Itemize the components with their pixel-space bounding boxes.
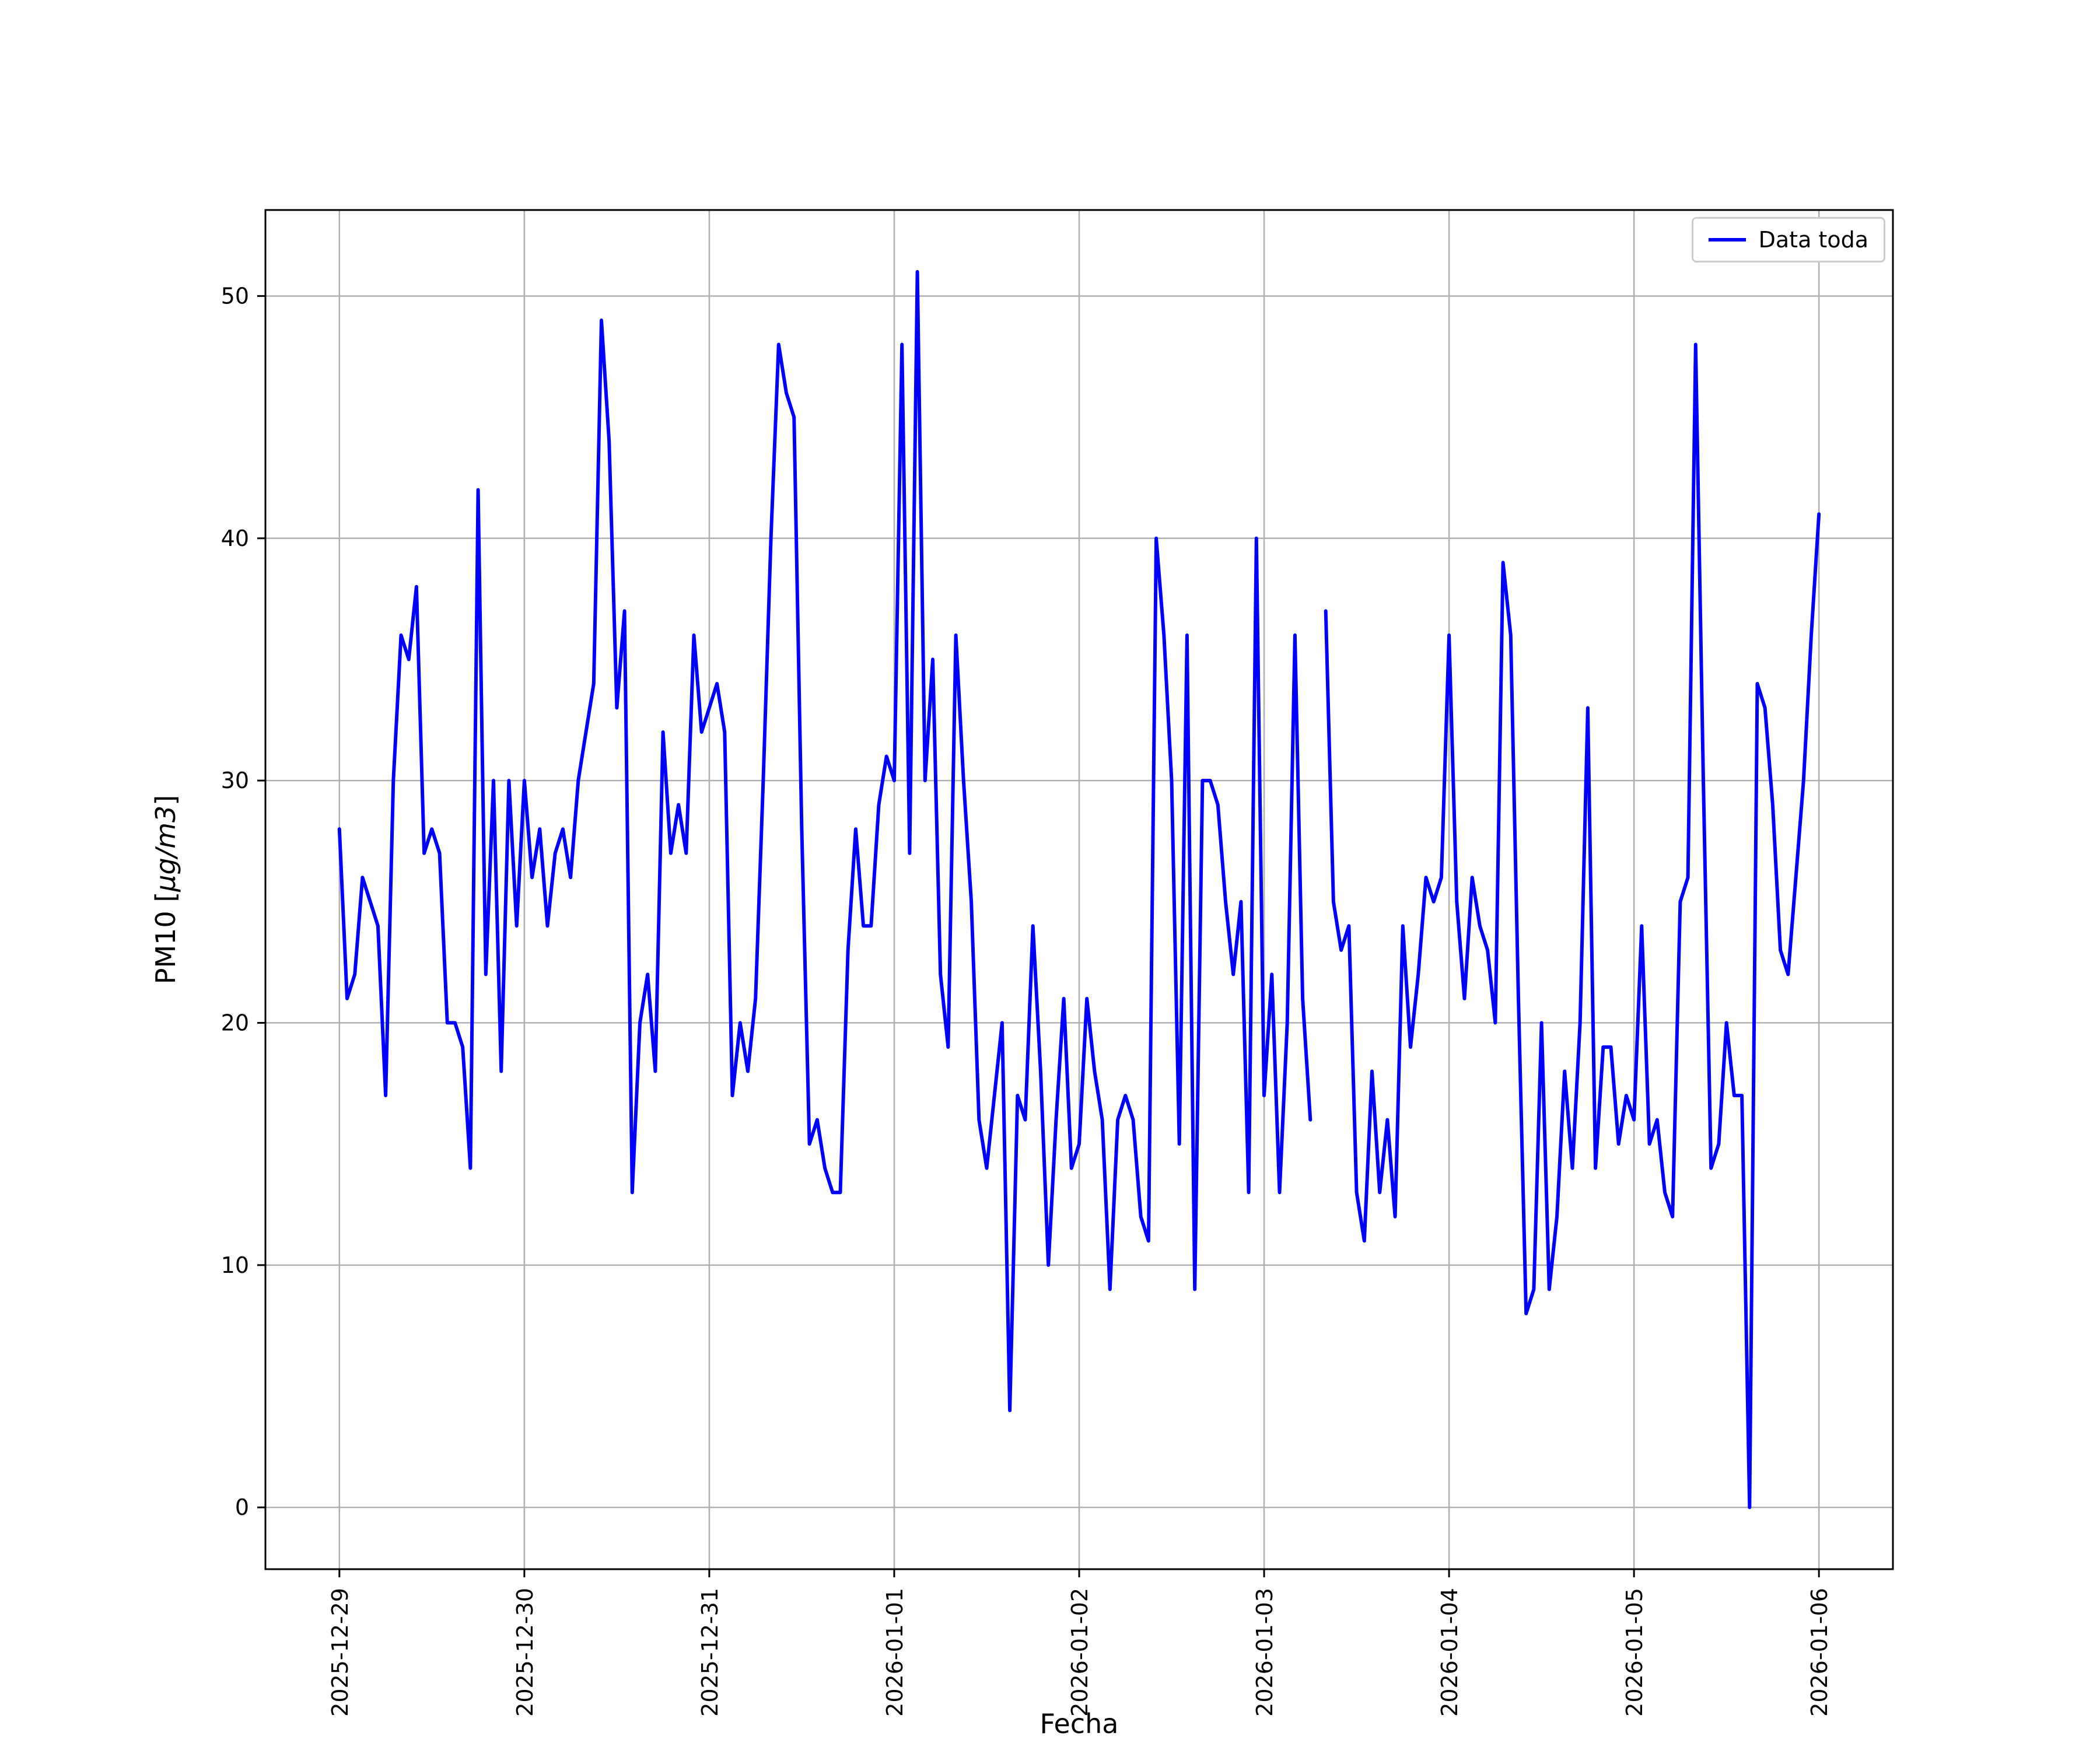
legend: Data toda — [1691, 217, 1885, 262]
legend-line-swatch — [1708, 238, 1746, 242]
x-tick-label: 2025-12-31 — [697, 1588, 723, 1717]
x-tick-label: 2026-01-01 — [882, 1588, 908, 1717]
x-tick-label: 2026-01-02 — [1067, 1588, 1093, 1717]
x-tick-label: 2026-01-04 — [1437, 1588, 1462, 1717]
y-tick-label: 10 — [221, 1252, 249, 1278]
x-tick-label: 2025-12-30 — [512, 1588, 538, 1717]
y-tick-label: 0 — [235, 1494, 249, 1520]
y-tick-label: 40 — [221, 526, 249, 551]
x-axis-label: Fecha — [1040, 1708, 1119, 1740]
x-tick-label: 2026-01-05 — [1622, 1588, 1647, 1717]
x-tick-label: 2026-01-06 — [1807, 1588, 1832, 1717]
data-line — [337, 270, 1821, 1510]
x-tick-label: 2026-01-03 — [1252, 1588, 1278, 1717]
y-tick-label: 20 — [221, 1010, 249, 1035]
x-tick-label: 2025-12-29 — [327, 1588, 353, 1717]
legend-entry-label: Data toda — [1758, 227, 1868, 253]
y-axis-label: PM10 [μg/m3] — [150, 795, 181, 985]
y-tick-label: 50 — [221, 283, 249, 309]
y-tick-label: 30 — [221, 768, 249, 793]
